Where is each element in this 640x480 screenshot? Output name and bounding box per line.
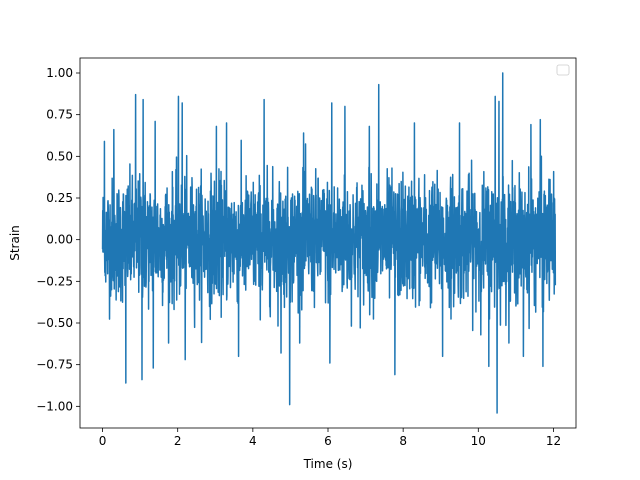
x-tick-label: 10 (471, 434, 486, 448)
x-axis-label: Time (s) (303, 457, 353, 471)
series-layer (101, 72, 557, 414)
y-tick-label: 0.75 (46, 108, 73, 122)
x-tick-label: 4 (249, 434, 257, 448)
strain-series-line (101, 72, 557, 414)
y-tick-label: 0.00 (46, 233, 73, 247)
x-tick-label: 0 (99, 434, 107, 448)
y-tick-label: 0.50 (46, 149, 73, 163)
legend-box (556, 64, 570, 76)
x-tick-label: 6 (324, 434, 332, 448)
x-tick-label: 2 (174, 434, 182, 448)
y-tick-label: 0.25 (46, 191, 73, 205)
y-axis-label: Strain (8, 225, 22, 261)
y-axis-ticks: 1.00 0.75 0.50 0.25 0.00 −0.25 −0.50 −0.75 −1.00 (36, 66, 80, 413)
y-tick-label: −0.75 (36, 358, 73, 372)
x-tick-label: 8 (399, 434, 407, 448)
x-tick-label: 12 (546, 434, 561, 448)
y-tick-label: −0.50 (36, 316, 73, 330)
y-tick-label: −1.00 (36, 399, 73, 413)
x-axis-ticks: 0 2 4 6 8 10 12 (99, 428, 561, 448)
y-tick-label: 1.00 (46, 66, 73, 80)
y-tick-label: −0.25 (36, 274, 73, 288)
